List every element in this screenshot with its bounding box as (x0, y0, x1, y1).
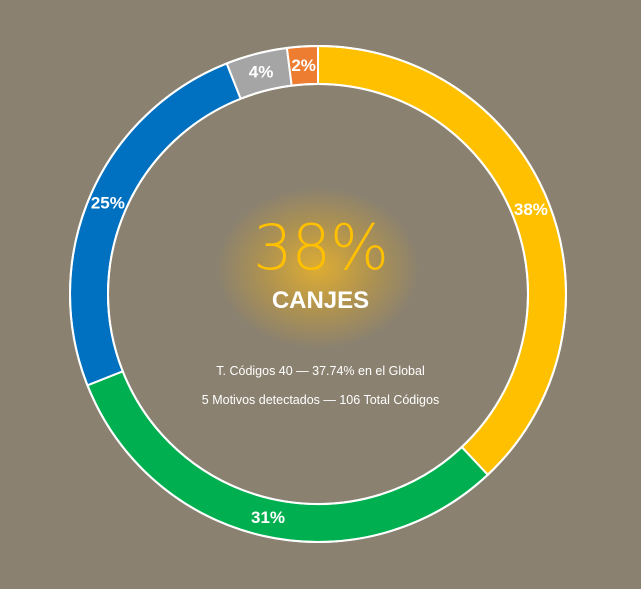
info-totals-line: 5 Motivos detectados — 106 Total Códigos (201, 393, 440, 407)
info-codes-line: T. Códigos 40 — 37.74% en el Global (216, 364, 425, 378)
center-label: CANJES (271, 287, 370, 314)
slice-label-0: 38% (514, 200, 548, 219)
donut-inner-edge (107, 83, 529, 505)
slice-label-4: 2% (291, 56, 316, 75)
center-value: 38% (253, 211, 389, 284)
slice-label-3: 4% (249, 63, 274, 82)
slice-label-2: 25% (91, 194, 125, 213)
center-glow (218, 188, 418, 348)
donut-data-labels: 38% 31% 25% 4% 2% (91, 56, 548, 527)
donut-outer-edge (69, 45, 567, 543)
slice-label-1: 31% (251, 508, 285, 527)
